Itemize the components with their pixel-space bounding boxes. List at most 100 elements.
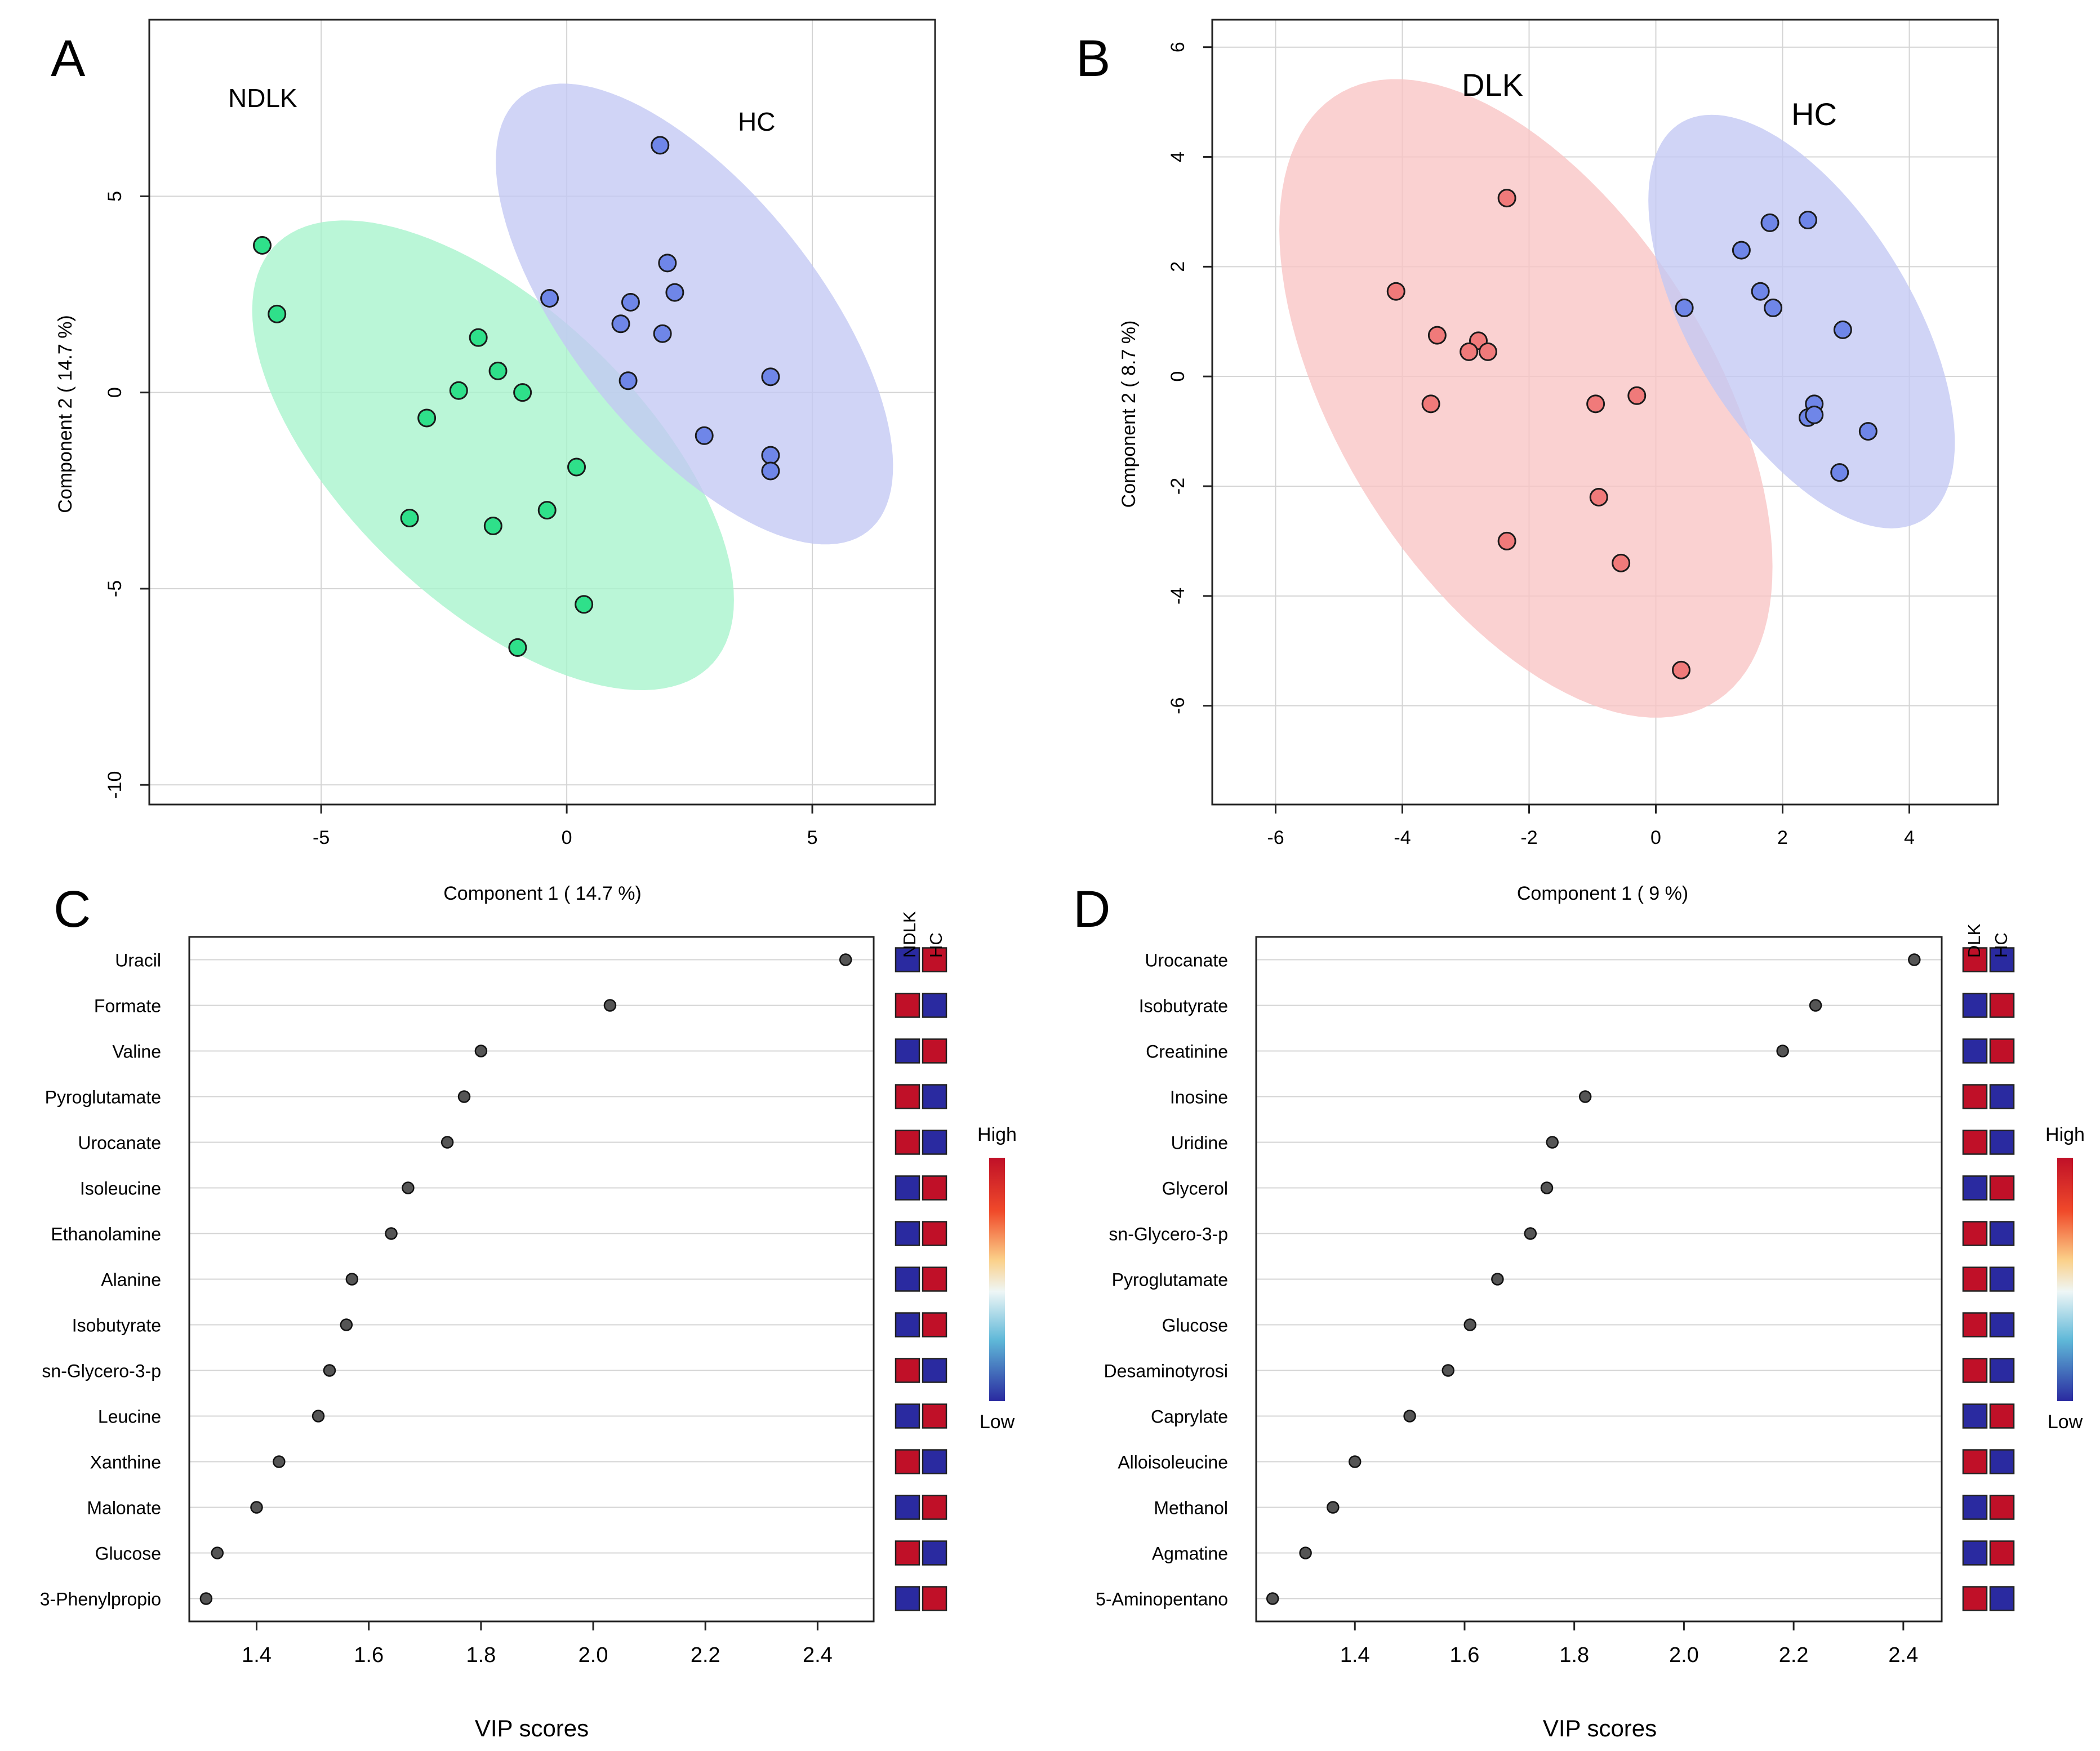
x-tick-label: 0 [562, 827, 572, 848]
data-point-ndlk [400, 509, 419, 528]
heatmap-cell-low [922, 1358, 947, 1383]
plot-c-legend-colorbar [989, 1158, 1005, 1401]
vip-point [1809, 999, 1822, 1012]
data-point-ndlk [483, 516, 502, 535]
x-tick-label: 2.4 [803, 1643, 833, 1667]
plot-b-ticks: -6 -4 -2 0 2 4 -6 -4 -2 0 2 4 6 [1167, 42, 1915, 848]
vip-point [250, 1501, 263, 1514]
data-point-hc [611, 314, 630, 334]
feature-label: Glucose [1162, 1316, 1228, 1336]
feature-label: Alloisoleucine [1118, 1452, 1228, 1473]
y-tick-label: 6 [1167, 42, 1189, 52]
heatmap-cell-low [922, 1130, 947, 1155]
feature-label: Isobutyrate [1139, 996, 1228, 1016]
heatmap-cell-low [895, 1221, 920, 1246]
feature-label: Formate [94, 996, 161, 1016]
feature-label: sn-Glycero-3-p [1109, 1224, 1228, 1245]
data-point-hc [665, 283, 684, 302]
data-point-hc [1760, 213, 1779, 232]
heatmap-cell-low [1989, 1449, 2015, 1474]
vip-point [199, 1592, 213, 1605]
heatmap-cell-high [1989, 1403, 2015, 1429]
heatmap-cell-low [922, 993, 947, 1018]
panel-letter-b: B [1076, 30, 1110, 87]
vip-plot-ndlk-vs-hc: Uracil Formate Valine Pyroglutamate Urocanat… [40, 911, 1017, 1741]
plot-d-legend-low: Low [2048, 1411, 2083, 1433]
heatmap-cell-high [922, 1038, 947, 1064]
heatmap-cell-high [895, 993, 920, 1018]
x-tick-label: -4 [1394, 827, 1411, 848]
plot-d-grid [1256, 959, 1942, 1599]
heatmap-cell-high [1962, 1084, 1988, 1109]
plot-a-label-ndlk: NDLK [228, 83, 297, 113]
plot-b-points [1386, 189, 1877, 679]
data-point-hc [695, 426, 714, 445]
data-point-hc [621, 292, 640, 312]
data-point-hc [761, 446, 780, 465]
vip-point [385, 1227, 398, 1240]
heatmap-cell-low [1989, 1586, 2015, 1611]
plot-a-frame [148, 19, 936, 806]
feature-label: Valine [112, 1042, 161, 1062]
confidence-ellipse-ndlk [252, 220, 734, 690]
heatmap-cell-low [1989, 1358, 2015, 1383]
feature-label: 3-Phenylpropio [40, 1589, 161, 1610]
y-tick-label: 4 [1167, 152, 1189, 162]
vip-point [273, 1455, 286, 1468]
confidence-ellipse-hc [496, 83, 893, 545]
heatmap-cell-low [1962, 1403, 1988, 1429]
plot-a-ellipses [252, 83, 893, 690]
heatmap-cell-low [922, 1084, 947, 1109]
x-tick-label: 2.0 [579, 1643, 608, 1667]
x-tick-label: -6 [1267, 827, 1284, 848]
plot-d-group-dlk: DLK [1964, 923, 1984, 958]
feature-label: Desaminotyrosi [1104, 1361, 1228, 1381]
data-point-ndlk [469, 328, 488, 347]
heatmap-cell-high [922, 1266, 947, 1292]
feature-label: sn-Glycero-3-p [42, 1361, 161, 1381]
vip-point [1463, 1318, 1476, 1331]
plot-a-ylabel: Component 2 ( 14.7 %) [55, 315, 76, 513]
vip-point [1441, 1364, 1455, 1377]
vip-point [1266, 1592, 1279, 1605]
heatmap-cell-low [1989, 1221, 2015, 1246]
plot-b-ylabel: Component 2 ( 8.7 %) [1118, 321, 1140, 508]
heatmap-cell-high [922, 1221, 947, 1246]
heatmap-cell-low [1962, 1540, 1988, 1566]
plot-b-ellipses [1279, 79, 1955, 718]
heatmap-cell-low [895, 1495, 920, 1520]
heatmap-cell-high [1962, 947, 1988, 972]
heatmap-cell-low [895, 1312, 920, 1337]
x-tick-label: 2.0 [1669, 1643, 1699, 1667]
heatmap-cell-high [1962, 1130, 1988, 1155]
data-point-hc [1833, 320, 1852, 339]
data-point-dlk [1612, 553, 1631, 572]
plot-c-feature-labels: Uracil Formate Valine Pyroglutamate Urocanat… [40, 950, 161, 1610]
data-point-ndlk [268, 304, 287, 323]
data-point-hc [1764, 298, 1783, 317]
plot-d-xlabel: VIP scores [1543, 1715, 1657, 1741]
data-point-hc [1805, 405, 1824, 424]
vip-point [340, 1318, 353, 1331]
data-point-hc [761, 367, 780, 386]
x-tick-label: -2 [1520, 827, 1537, 848]
feature-label: Glucose [95, 1544, 161, 1564]
feature-label: Urocanate [78, 1133, 161, 1153]
heatmap-cell-high [895, 1540, 920, 1566]
feature-label: Caprylate [1151, 1407, 1228, 1427]
data-point-hc [658, 254, 677, 273]
heatmap-cell-high [1962, 1266, 1988, 1292]
heatmap-cell-low [922, 1540, 947, 1566]
heatmap-cell-high [895, 1130, 920, 1155]
vip-point [402, 1181, 415, 1194]
plot-d-legend-high: High [2045, 1124, 2085, 1145]
data-point-hc [1675, 298, 1694, 317]
plot-d-ticks: 1.4 1.6 1.8 2.0 2.2 2.4 [1340, 1621, 1918, 1667]
vip-point [211, 1546, 224, 1559]
plot-b-label-dlk: DLK [1462, 67, 1523, 103]
feature-label: Isoleucine [80, 1179, 161, 1199]
vip-point [474, 1045, 488, 1057]
vip-point [603, 999, 617, 1012]
heatmap-cell-high [922, 947, 947, 972]
